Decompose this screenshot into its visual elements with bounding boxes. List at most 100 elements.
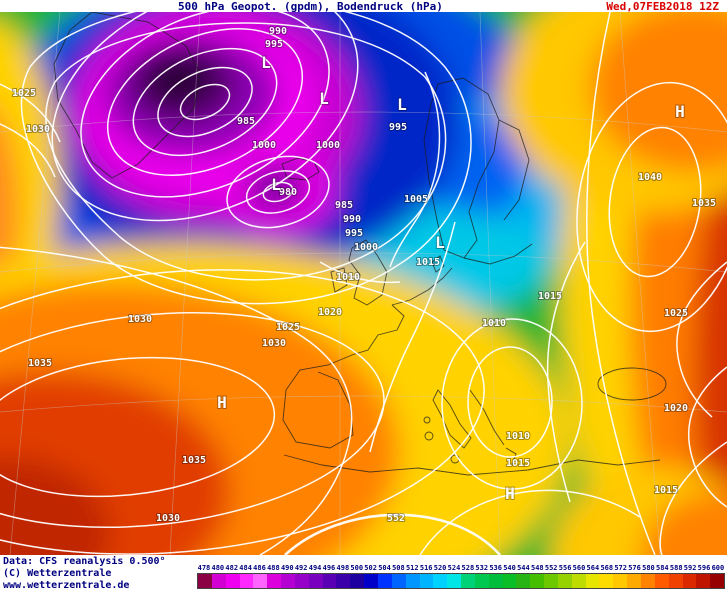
legend-segment	[474, 574, 489, 588]
legend-color-bar	[197, 573, 725, 589]
pressure-label: 1015	[416, 257, 440, 268]
legend-segment	[281, 574, 295, 588]
pressure-label: 985	[335, 200, 353, 211]
legend-value: 528	[461, 564, 475, 572]
pressure-label: 1030	[262, 338, 286, 349]
pressure-label: 1035	[692, 198, 716, 209]
legend-value: 552	[544, 564, 558, 572]
legend-value: 560	[572, 564, 586, 572]
legend-segment	[225, 574, 240, 588]
legend-segment	[696, 574, 711, 588]
legend-segment	[627, 574, 641, 588]
legend-segment	[322, 574, 337, 588]
pressure-label: 1010	[482, 318, 506, 329]
isobar-contours	[0, 12, 727, 555]
legend-segment	[682, 574, 697, 588]
legend-segment	[308, 574, 323, 588]
pressure-label: 1035	[182, 455, 206, 466]
legend-segment	[350, 574, 365, 588]
map-canvas: 1025 1030 990 995 985 1000 1000 980 985 990 995 100…	[0, 12, 727, 555]
legend-value: 600	[711, 564, 725, 572]
legend-value: 488	[267, 564, 280, 572]
pressure-label: 552	[387, 513, 405, 524]
high-center-marker: H	[505, 484, 515, 503]
legend-value: 588	[669, 564, 683, 572]
pressure-label: 1015	[538, 291, 562, 302]
legend-value: 490	[280, 564, 294, 572]
legend-segment	[641, 574, 655, 588]
legend-value: 502	[364, 564, 377, 572]
pressure-label: 1020	[318, 307, 342, 318]
legend-segment	[585, 574, 600, 588]
legend-value: 568	[600, 564, 614, 572]
legend-segment	[557, 574, 572, 588]
legend-segment	[364, 574, 378, 588]
pressure-label: 1035	[28, 358, 52, 369]
pressure-label: 990	[343, 214, 361, 225]
pressure-label: 980	[279, 187, 297, 198]
pressure-label: 1040	[638, 172, 662, 183]
pressure-label: 1020	[664, 403, 688, 414]
legend-segment	[488, 574, 503, 588]
legend-value: 576	[628, 564, 641, 572]
legend-value: 532	[475, 564, 489, 572]
pressure-label: 1010	[506, 431, 530, 442]
website-text: www.wetterzentrale.de	[3, 580, 130, 591]
legend-segment	[239, 574, 254, 588]
pressure-label: 1000	[354, 242, 378, 253]
data-source-text: Data: CFS reanalysis 0.500°	[3, 556, 166, 567]
low-center-marker: L	[271, 175, 281, 194]
legend-segment	[544, 574, 558, 588]
pressure-label: 1025	[664, 308, 688, 319]
legend-segment	[419, 574, 434, 588]
map-header: 500 hPa Geopot. (gpdm), Bodendruck (hPa)…	[0, 0, 727, 13]
legend-value-labels: 478 480 482 484 486 488 490 492 494 496 498 500 502 5…	[197, 564, 725, 573]
legend-value: 516	[419, 564, 433, 572]
legend-value: 496	[322, 564, 336, 572]
legend-value: 564	[586, 564, 600, 572]
legend-segment	[377, 574, 392, 588]
legend-value: 524	[447, 564, 461, 572]
legend-value: 486	[253, 564, 266, 572]
legend-value: 580	[642, 564, 655, 572]
map-title: 500 hPa Geopot. (gpdm), Bodendruck (hPa)	[178, 0, 443, 13]
legend-value: 584	[656, 564, 669, 572]
legend-segment	[710, 574, 725, 588]
map-footer: Data: CFS reanalysis 0.500° (C) Wetterze…	[0, 555, 727, 593]
low-center-marker: L	[435, 233, 445, 252]
low-center-marker: L	[397, 95, 407, 114]
legend-value: 498	[336, 564, 350, 572]
pressure-label: 995	[265, 39, 283, 50]
legend-segment	[447, 574, 462, 588]
legend-segment	[433, 574, 448, 588]
legend-value: 592	[683, 564, 697, 572]
low-center-marker: L	[261, 53, 271, 72]
high-center-marker: H	[217, 393, 227, 412]
legend-segment	[267, 574, 282, 588]
legend-segment	[654, 574, 669, 588]
legend-value: 556	[558, 564, 572, 572]
pressure-label: 1025	[12, 88, 36, 99]
pressure-label: 1000	[316, 140, 340, 151]
legend-value: 480	[211, 564, 225, 572]
legend-value: 500	[350, 564, 364, 572]
legend-segment	[391, 574, 406, 588]
legend-value: 596	[697, 564, 711, 572]
legend-segment	[516, 574, 531, 588]
pressure-centers-layer: L L L L L H H H	[216, 52, 686, 504]
legend-value: 508	[392, 564, 405, 572]
legend-segment	[461, 574, 475, 588]
copyright-text: (C) Wetterzentrale	[3, 568, 112, 579]
legend-segment	[668, 574, 683, 588]
legend-segment	[294, 574, 309, 588]
synoptic-map: 1025 1030 990 995 985 1000 1000 980 985 990 995 100…	[0, 12, 727, 555]
pressure-label: 1030	[128, 314, 152, 325]
pressure-label: 1015	[506, 458, 530, 469]
legend-segment	[336, 574, 351, 588]
legend-value: 536	[489, 564, 502, 572]
legend-value: 494	[308, 564, 322, 572]
pressure-label: 1015	[654, 485, 678, 496]
low-center-marker: L	[319, 89, 329, 108]
pressure-label: 1005	[404, 194, 428, 205]
legend-segment	[530, 574, 545, 588]
